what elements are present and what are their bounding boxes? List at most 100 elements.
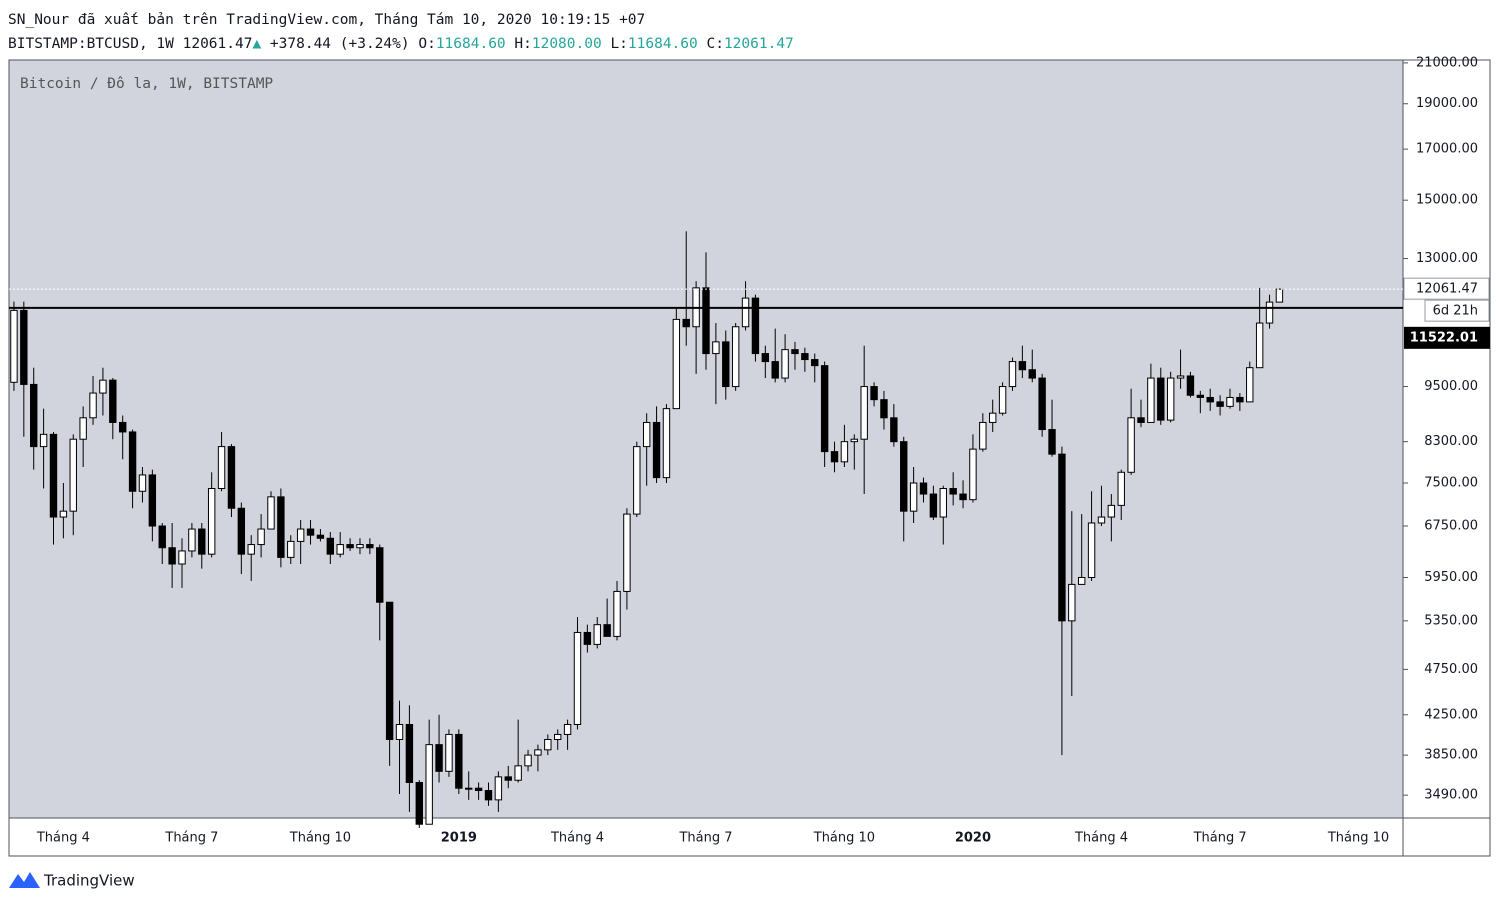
- candle-body: [712, 341, 720, 355]
- candle-body: [484, 790, 493, 801]
- candle-body: [652, 421, 661, 479]
- candle-body: [504, 776, 512, 781]
- c-key: C:: [706, 36, 724, 52]
- candle-body: [534, 749, 542, 756]
- candle-body: [554, 733, 562, 741]
- y-tick-label: 17000.00: [1416, 142, 1478, 157]
- candle-body: [227, 446, 236, 509]
- candle-body: [376, 547, 384, 603]
- candle-body: [39, 433, 48, 448]
- candle-body: [296, 528, 305, 542]
- candle-body: [682, 318, 690, 328]
- candle-body: [959, 493, 967, 501]
- candle-body: [820, 365, 829, 453]
- y-tick-label: 3490.00: [1424, 788, 1478, 803]
- l-value: 11684.60: [627, 36, 698, 52]
- candle-body: [1127, 417, 1135, 473]
- x-tick-label: Tháng 7: [1193, 831, 1247, 846]
- candle-body: [346, 544, 354, 549]
- symbol: BITSTAMP:BTCUSD, 1W: [8, 36, 174, 52]
- candle-body: [1097, 516, 1106, 524]
- y-tick-label: 7500.00: [1424, 476, 1478, 491]
- candle-body: [731, 326, 740, 388]
- candle-body: [1058, 453, 1066, 622]
- candle-body: [445, 733, 453, 772]
- candle-body: [49, 433, 58, 518]
- hline-label: 11522.01: [1410, 330, 1478, 345]
- candles: [10, 231, 1284, 829]
- candle-body: [1087, 522, 1096, 578]
- plot-area: [9, 60, 1403, 818]
- candle-body: [781, 349, 789, 379]
- candle-body: [939, 487, 947, 518]
- candle-body: [1137, 417, 1145, 423]
- candle-body: [356, 544, 364, 549]
- candle-body: [1255, 322, 1264, 369]
- candle-body: [593, 624, 601, 645]
- candle-body: [69, 438, 77, 512]
- candle-body: [168, 547, 176, 565]
- candle-body: [890, 417, 898, 443]
- y-tick-label: 3850.00: [1424, 748, 1478, 763]
- candle-body: [1186, 375, 1195, 396]
- candle-body: [79, 417, 87, 440]
- candle-body: [158, 525, 166, 549]
- candle-body: [1028, 369, 1036, 379]
- x-tick-label: Tháng 10: [289, 831, 351, 846]
- y-tick-label: 6750.00: [1424, 519, 1478, 534]
- candle-body: [613, 590, 621, 637]
- candle-body: [494, 776, 503, 801]
- candle-body: [1226, 396, 1234, 407]
- y-tick-label: 4250.00: [1424, 707, 1478, 722]
- candle-body: [1275, 288, 1284, 303]
- last-price-label: 12061.47: [1416, 282, 1478, 297]
- candle-body: [109, 379, 117, 423]
- candle-body: [1077, 576, 1086, 585]
- brand: TradingView: [43, 872, 135, 890]
- hline-box: [1404, 326, 1490, 349]
- x-tick-label: Tháng 4: [550, 831, 604, 846]
- candle-body: [207, 487, 216, 555]
- candle-body: [900, 441, 908, 512]
- candle-body: [563, 723, 572, 735]
- candle-body: [929, 493, 938, 518]
- x-tick-label: Tháng 7: [678, 831, 732, 846]
- candle-body: [89, 392, 97, 419]
- candle-body: [1206, 396, 1214, 403]
- published: SN_Nour đã xuất bản trên TradingView.com…: [8, 12, 646, 28]
- candle-body: [1166, 377, 1175, 421]
- candle-body: [860, 386, 868, 440]
- candle-body: [919, 482, 928, 495]
- candle-body: [257, 528, 265, 546]
- h-key: H:: [514, 36, 532, 52]
- candle-body: [1176, 375, 1185, 379]
- candle-body: [366, 544, 374, 549]
- candle-body: [514, 765, 522, 781]
- candle-body: [949, 487, 957, 495]
- x-tick-label: Tháng 4: [36, 831, 90, 846]
- candle-body: [1117, 471, 1125, 506]
- candle-body: [573, 631, 582, 725]
- candle-body: [909, 482, 918, 512]
- x-tick-label: Tháng 10: [813, 831, 875, 846]
- candle-body: [128, 431, 137, 492]
- x-tick-label: 2019: [441, 831, 477, 846]
- candle-body: [474, 787, 483, 792]
- y-tick-label: 15000.00: [1416, 193, 1478, 208]
- candle-body: [1196, 394, 1205, 398]
- candle-body: [415, 781, 423, 825]
- o-value: 11684.60: [435, 36, 506, 52]
- candle-body: [405, 723, 414, 783]
- candle-body: [20, 309, 28, 385]
- candle-body: [880, 399, 888, 419]
- candle-body: [1147, 377, 1155, 423]
- y-tick-label: 5950.00: [1424, 570, 1478, 585]
- candle-body: [850, 438, 858, 443]
- candle-body: [59, 510, 68, 518]
- candle-body: [801, 353, 809, 361]
- candle-body: [969, 448, 977, 501]
- published-line: SN_Nour đã xuất bản trên TradingView.com…: [8, 8, 794, 32]
- candle-body: [198, 528, 206, 555]
- candle-body: [830, 451, 839, 463]
- candle-body: [791, 349, 799, 355]
